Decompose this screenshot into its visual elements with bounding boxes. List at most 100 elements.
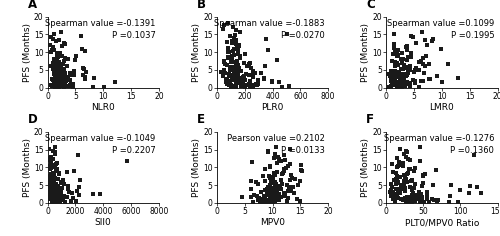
Point [392, 74, 400, 78]
Point [52, 198, 60, 202]
Point [406, 158, 414, 162]
Point [63, 195, 71, 199]
Point [401, 84, 409, 88]
Point [398, 61, 406, 65]
Point [406, 179, 414, 183]
Point [277, 178, 285, 182]
Point [397, 183, 405, 187]
Point [406, 81, 414, 85]
Point [282, 158, 290, 162]
Point [48, 50, 56, 54]
Point [229, 60, 237, 63]
Point [248, 83, 256, 87]
Point [48, 160, 56, 164]
Point [51, 200, 59, 203]
Point [61, 72, 69, 75]
Point [389, 190, 397, 194]
Point [392, 80, 400, 84]
Point [288, 177, 296, 180]
Point [266, 183, 274, 187]
Point [233, 45, 241, 49]
Point [400, 76, 408, 80]
Point [386, 85, 394, 88]
Point [122, 159, 130, 163]
Point [428, 197, 436, 201]
Point [402, 45, 410, 49]
Point [402, 149, 409, 153]
Point [406, 68, 414, 72]
Point [246, 73, 254, 77]
Point [271, 193, 279, 197]
Point [402, 177, 409, 181]
Point [50, 180, 58, 184]
Point [226, 74, 234, 78]
Point [270, 188, 278, 192]
Point [388, 83, 396, 87]
Y-axis label: PFS (Months): PFS (Months) [22, 23, 32, 82]
Point [266, 164, 274, 168]
Point [398, 58, 406, 62]
Point [54, 79, 62, 83]
Point [60, 67, 68, 71]
Point [53, 76, 61, 79]
Point [275, 80, 283, 84]
Point [54, 68, 62, 72]
Point [224, 56, 232, 60]
Point [268, 191, 276, 194]
Point [50, 199, 58, 203]
Point [394, 53, 402, 57]
Point [272, 182, 280, 186]
Point [406, 167, 413, 171]
Point [48, 35, 56, 39]
Point [48, 195, 56, 199]
Point [267, 198, 275, 202]
Point [410, 169, 418, 173]
Point [388, 69, 396, 73]
Point [260, 194, 268, 198]
Point [57, 84, 65, 88]
Point [49, 149, 57, 153]
Point [410, 169, 418, 173]
Point [50, 179, 58, 182]
Point [388, 75, 396, 79]
Point [268, 79, 276, 83]
Point [68, 191, 76, 195]
Point [226, 66, 234, 69]
Point [266, 200, 274, 204]
Point [283, 199, 291, 202]
Point [280, 169, 288, 173]
Point [386, 190, 394, 194]
Point [228, 75, 235, 79]
Point [272, 145, 280, 149]
Point [52, 162, 60, 166]
Point [394, 196, 402, 200]
Point [66, 84, 74, 88]
Point [238, 83, 246, 87]
Point [267, 180, 275, 184]
Point [265, 193, 273, 196]
Point [403, 195, 411, 199]
Point [54, 52, 62, 56]
Point [396, 74, 404, 77]
Point [390, 42, 398, 46]
Point [52, 182, 60, 185]
Point [270, 188, 278, 192]
Point [46, 179, 54, 183]
Point [414, 190, 422, 194]
Point [254, 84, 262, 87]
Point [236, 57, 244, 60]
Point [70, 58, 78, 62]
Point [256, 200, 264, 204]
Point [262, 37, 270, 41]
Text: D: D [28, 113, 37, 126]
Point [67, 199, 75, 202]
Point [276, 184, 284, 188]
Point [60, 85, 68, 88]
Point [280, 191, 287, 195]
Point [60, 41, 68, 44]
Point [400, 179, 408, 182]
Point [399, 73, 407, 76]
Point [249, 85, 257, 88]
Point [416, 159, 424, 163]
Point [48, 190, 56, 194]
